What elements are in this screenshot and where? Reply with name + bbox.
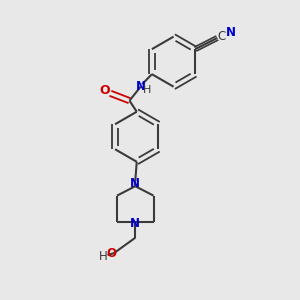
Text: O: O <box>106 247 116 260</box>
Text: N: N <box>130 177 140 190</box>
Text: H: H <box>98 250 107 263</box>
Text: C: C <box>217 30 225 43</box>
Text: O: O <box>100 84 110 97</box>
Text: H: H <box>143 85 152 95</box>
Text: N: N <box>136 80 146 93</box>
Text: N: N <box>130 218 140 230</box>
Text: N: N <box>226 26 236 39</box>
